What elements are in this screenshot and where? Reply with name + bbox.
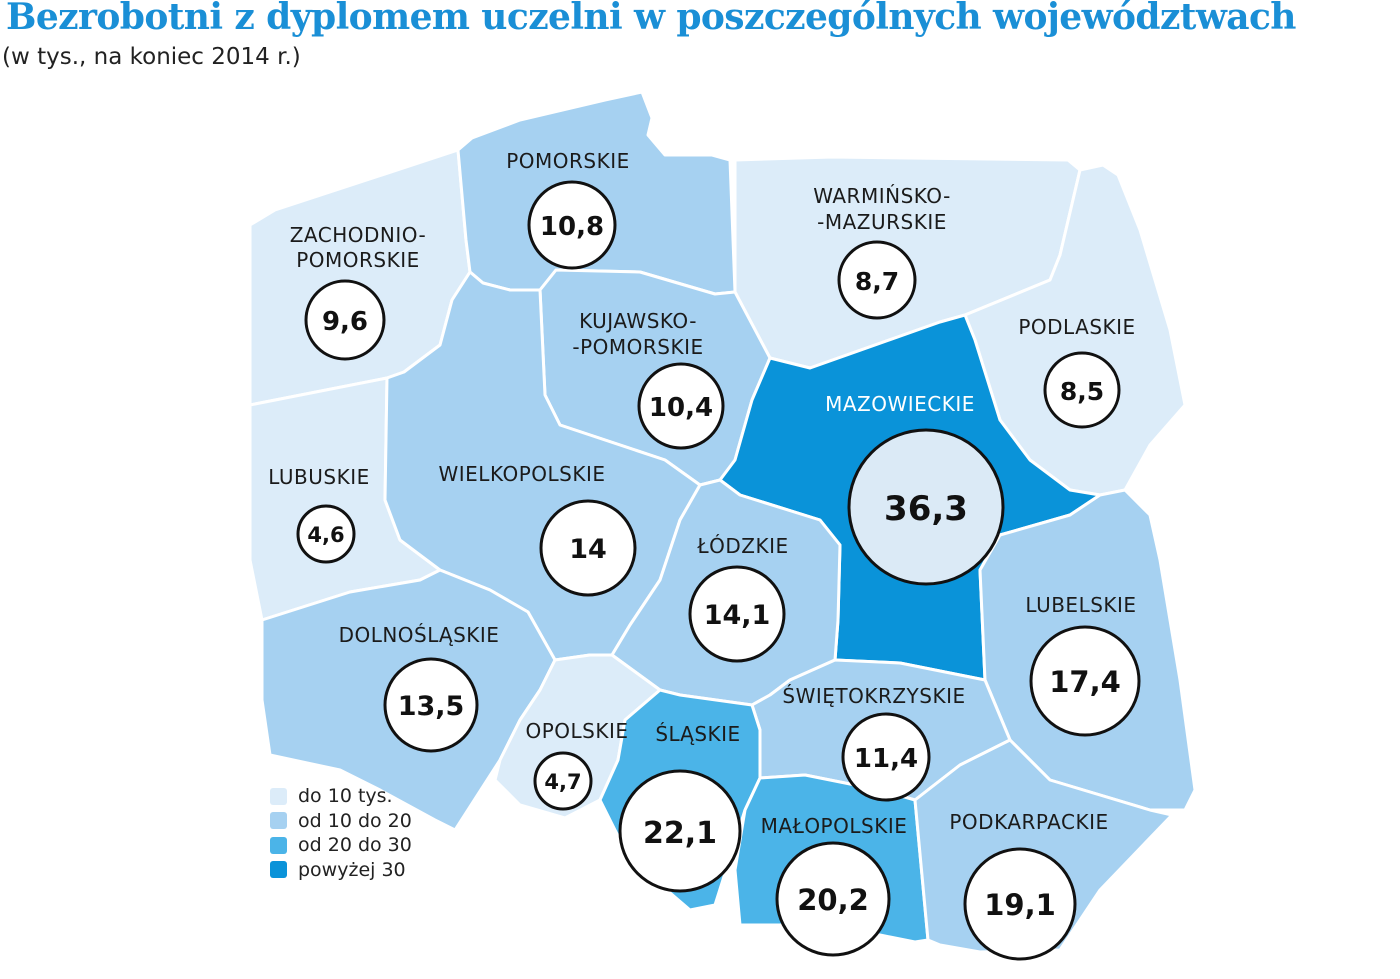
label-zachodniopomorskie-2: POMORSKIE: [296, 248, 420, 272]
legend-item-lt10: do 10 tys.: [270, 784, 412, 809]
legend-swatch: [270, 787, 287, 805]
legend-label: do 10 tys.: [298, 785, 393, 808]
value-lodzkie: 14,1: [704, 600, 771, 631]
chart-title: Bezrobotni z dyplomem uczelni w poszczeg…: [6, 0, 1296, 38]
label-opolskie: OPOLSKIE: [525, 719, 628, 743]
bubble-pomorskie: 10,8: [527, 180, 617, 270]
legend-item-gt30: powyżej 30: [270, 858, 412, 883]
bubble-malopolskie: 20,2: [775, 841, 891, 957]
label-lubuskie: LUBUSKIE: [268, 465, 370, 489]
label-lubelskie: LUBELSKIE: [1025, 593, 1136, 617]
value-warminsko: 8,7: [855, 267, 899, 296]
value-swietokrzyskie: 11,4: [854, 744, 918, 774]
label-podkarpackie: PODKARPACKIE: [949, 810, 1108, 834]
value-dolnoslaskie: 13,5: [398, 691, 465, 722]
bubble-podkarpackie: 19,1: [963, 847, 1077, 961]
label-malopolskie: MAŁOPOLSKIE: [761, 814, 908, 838]
value-zachodniopomorskie: 9,6: [322, 307, 368, 337]
bubble-podlaskie: 8,5: [1043, 351, 1121, 429]
legend: do 10 tys. od 10 do 20 od 20 do 30 powyż…: [270, 784, 412, 882]
legend-item-20to30: od 20 do 30: [270, 833, 412, 858]
bubble-slaskie: 22,1: [618, 769, 742, 893]
bubble-dolnoslaskie: 13,5: [383, 657, 479, 753]
chart-subtitle: (w tys., na koniec 2014 r.): [2, 44, 301, 70]
label-pomorskie: POMORSKIE: [506, 149, 630, 173]
bubble-swietokrzyskie: 11,4: [841, 712, 931, 802]
legend-swatch: [270, 836, 287, 854]
bubble-opolskie: 4,7: [533, 751, 593, 811]
label-kujawsko-2: -POMORSKIE: [572, 335, 703, 359]
region-labels: ZACHODNIO- POMORSKIE POMORSKIE WARMIŃSKO…: [268, 149, 1136, 838]
label-wielkopolskie: WIELKOPOLSKIE: [438, 462, 605, 486]
legend-label: powyżej 30: [298, 858, 406, 881]
bubble-lubuskie: 4,6: [296, 504, 356, 564]
value-slaskie: 22,1: [643, 816, 717, 851]
value-podkarpackie: 19,1: [984, 888, 1056, 922]
bubble-lodzkie: 14,1: [688, 565, 786, 663]
label-slaskie: ŚLĄSKIE: [655, 722, 740, 746]
label-mazowieckie: MAZOWIECKIE: [825, 392, 975, 416]
label-lodzkie: ŁÓDZKIE: [696, 534, 788, 558]
legend-label: od 20 do 30: [298, 834, 412, 857]
value-pomorskie: 10,8: [540, 212, 604, 242]
bubble-lubelskie: 17,4: [1029, 625, 1141, 737]
bubble-wielkopolskie: 14: [539, 499, 637, 597]
value-mazowieckie: 36,3: [884, 489, 968, 529]
value-lubelskie: 17,4: [1049, 665, 1121, 699]
value-lubuskie: 4,6: [307, 523, 344, 547]
bubble-zachodniopomorskie: 9,6: [304, 279, 386, 361]
legend-label: od 10 do 20: [298, 809, 412, 832]
bubble-warminsko: 8,7: [837, 240, 917, 320]
bubble-mazowieckie: 36,3: [847, 428, 1005, 586]
label-warminsko-1: WARMIŃSKO-: [813, 184, 951, 208]
value-circles: 9,6 10,8 8,7 8,5 10,4 36,3 4,6 14: [296, 180, 1141, 961]
label-warminsko-2: -MAZURSKIE: [817, 210, 947, 234]
label-kujawsko-1: KUJAWSKO-: [579, 309, 697, 333]
legend-swatch: [270, 861, 287, 879]
legend-item-10to20: od 10 do 20: [270, 809, 412, 834]
label-zachodniopomorskie-1: ZACHODNIO-: [290, 223, 427, 247]
value-podlaskie: 8,5: [1060, 377, 1104, 406]
label-dolnoslaskie: DOLNOŚLĄSKIE: [339, 623, 500, 647]
value-malopolskie: 20,2: [797, 883, 869, 917]
value-kujawsko: 10,4: [649, 393, 713, 423]
bubble-kujawsko: 10,4: [637, 362, 725, 450]
label-podlaskie: PODLASKIE: [1018, 315, 1135, 339]
legend-swatch: [270, 812, 287, 830]
value-wielkopolskie: 14: [569, 534, 607, 565]
label-swietokrzyskie: ŚWIĘTOKRZYSKIE: [782, 684, 965, 708]
value-opolskie: 4,7: [544, 770, 581, 794]
